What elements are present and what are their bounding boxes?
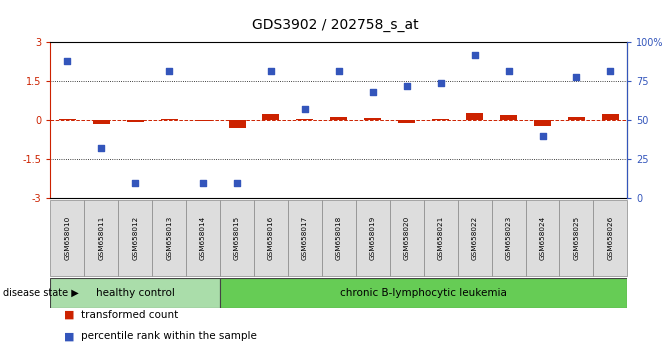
- Bar: [186, 200, 220, 276]
- Bar: [322, 200, 356, 276]
- Bar: [568, 117, 585, 120]
- Text: chronic B-lymphocytic leukemia: chronic B-lymphocytic leukemia: [340, 288, 507, 298]
- Bar: [399, 120, 415, 123]
- Point: [299, 107, 310, 112]
- Bar: [390, 200, 423, 276]
- Bar: [127, 120, 144, 122]
- Point: [231, 180, 242, 185]
- Bar: [364, 118, 381, 120]
- Text: GSM658026: GSM658026: [607, 216, 613, 260]
- Text: GSM658011: GSM658011: [98, 216, 104, 260]
- Text: GSM658014: GSM658014: [200, 216, 206, 260]
- Text: GSM658012: GSM658012: [132, 216, 138, 260]
- Bar: [288, 200, 322, 276]
- Point: [130, 180, 140, 185]
- Text: GSM658020: GSM658020: [404, 216, 410, 260]
- Point: [62, 58, 72, 64]
- Text: GSM658018: GSM658018: [336, 216, 342, 260]
- Point: [401, 83, 412, 89]
- Text: GSM658019: GSM658019: [370, 216, 376, 260]
- Bar: [492, 200, 525, 276]
- Bar: [262, 114, 279, 120]
- Text: GDS3902 / 202758_s_at: GDS3902 / 202758_s_at: [252, 18, 419, 32]
- Bar: [356, 200, 390, 276]
- Bar: [93, 120, 110, 124]
- Point: [333, 68, 344, 73]
- Text: GSM658013: GSM658013: [166, 216, 172, 260]
- Bar: [500, 115, 517, 120]
- Text: GSM658015: GSM658015: [234, 216, 240, 260]
- Bar: [152, 200, 186, 276]
- Bar: [59, 119, 76, 120]
- Text: GSM658016: GSM658016: [268, 216, 274, 260]
- Bar: [50, 200, 85, 276]
- Bar: [297, 119, 313, 120]
- Point: [503, 68, 514, 73]
- Point: [571, 74, 582, 80]
- Text: percentile rank within the sample: percentile rank within the sample: [81, 331, 256, 341]
- Point: [96, 145, 107, 151]
- Bar: [254, 200, 288, 276]
- Bar: [560, 200, 593, 276]
- Text: GSM658022: GSM658022: [472, 216, 478, 260]
- Point: [469, 52, 480, 58]
- Bar: [229, 120, 246, 128]
- Bar: [423, 200, 458, 276]
- Bar: [220, 278, 627, 308]
- Text: GSM658017: GSM658017: [302, 216, 308, 260]
- Text: healthy control: healthy control: [96, 288, 174, 298]
- Point: [198, 180, 209, 185]
- Point: [605, 68, 616, 73]
- Point: [537, 133, 548, 139]
- Bar: [160, 119, 178, 120]
- Text: GSM658024: GSM658024: [539, 216, 546, 260]
- Bar: [458, 200, 492, 276]
- Bar: [195, 120, 211, 121]
- Text: transformed count: transformed count: [81, 310, 178, 320]
- Bar: [50, 278, 220, 308]
- Bar: [525, 200, 560, 276]
- Point: [266, 68, 276, 73]
- Point: [435, 80, 446, 86]
- Bar: [330, 117, 348, 120]
- Bar: [466, 113, 483, 120]
- Text: GSM658023: GSM658023: [505, 216, 511, 260]
- Text: GSM658010: GSM658010: [64, 216, 70, 260]
- Text: ■: ■: [64, 310, 78, 320]
- Bar: [220, 200, 254, 276]
- Bar: [85, 200, 118, 276]
- Text: GSM658025: GSM658025: [574, 216, 580, 260]
- Bar: [602, 114, 619, 120]
- Text: ■: ■: [64, 331, 78, 341]
- Bar: [593, 200, 627, 276]
- Bar: [534, 120, 551, 126]
- Text: disease state ▶: disease state ▶: [3, 288, 79, 298]
- Bar: [432, 119, 449, 120]
- Point: [368, 90, 378, 95]
- Text: GSM658021: GSM658021: [437, 216, 444, 260]
- Bar: [118, 200, 152, 276]
- Point: [164, 68, 174, 73]
